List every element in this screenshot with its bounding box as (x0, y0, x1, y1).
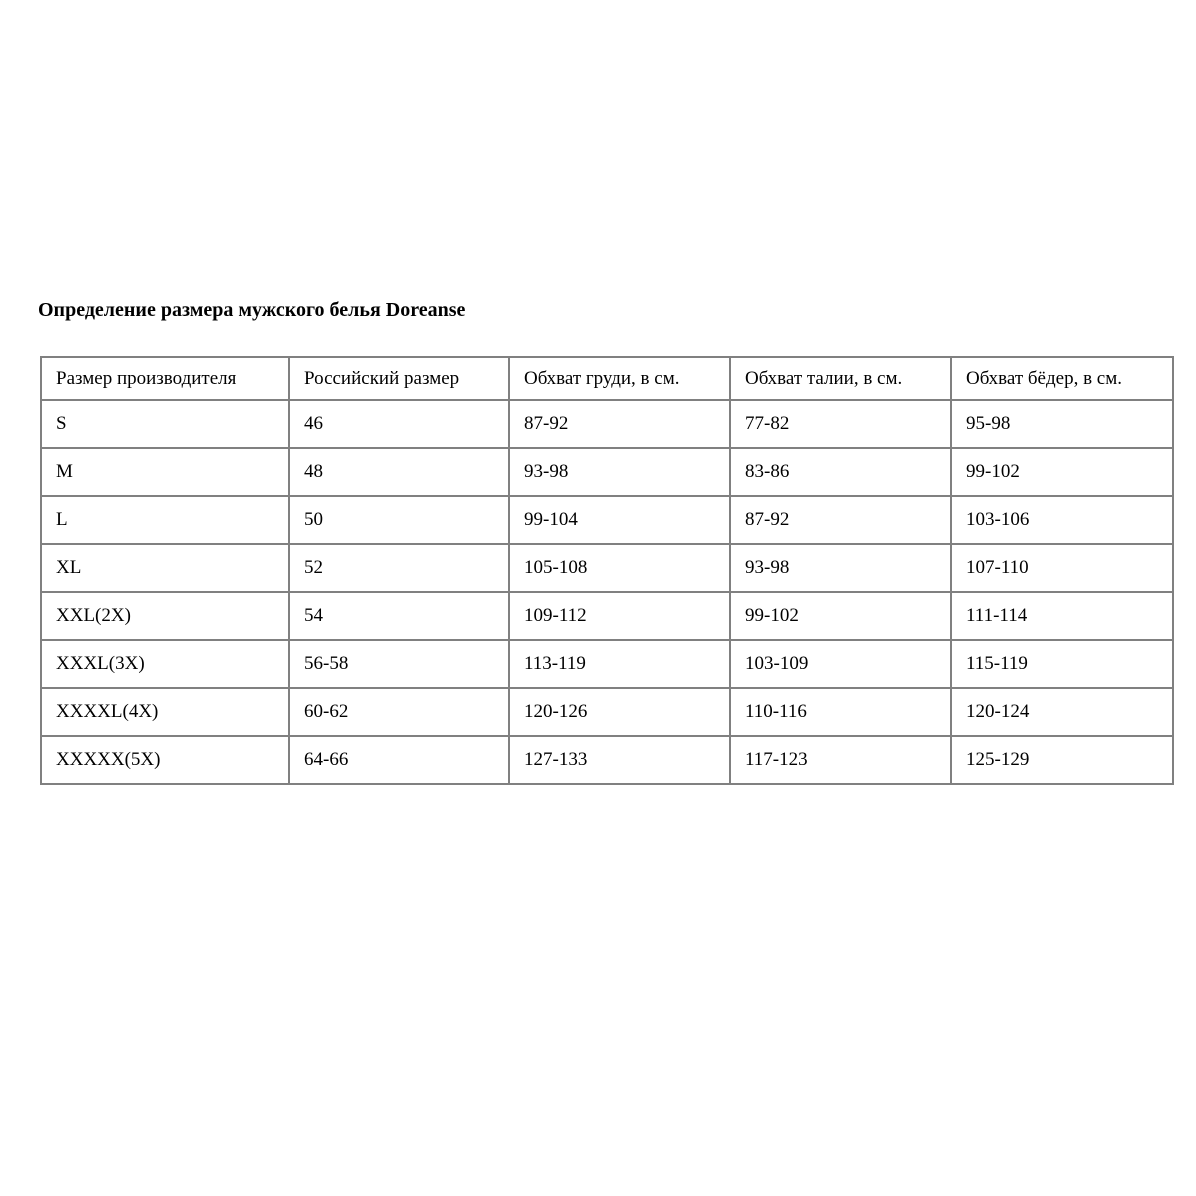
table-row: XXXXX(5X) 64-66 127-133 117-123 125-129 (40, 735, 1174, 785)
column-header: Обхват бёдер, в см. (950, 356, 1174, 401)
column-header: Российский размер (288, 356, 510, 401)
table-cell: 110-116 (729, 687, 952, 737)
table-cell: 48 (288, 447, 510, 497)
size-table-head: Размер производителя Российский размер Обх… (40, 356, 1174, 401)
column-header: Размер производителя (40, 356, 290, 401)
table-cell: 103-106 (950, 495, 1174, 545)
column-header: Обхват груди, в см. (508, 356, 731, 401)
table-cell: 95-98 (950, 399, 1174, 449)
table-cell: 99-102 (729, 591, 952, 641)
table-row: S 46 87-92 77-82 95-98 (40, 399, 1174, 449)
table-cell: 93-98 (508, 447, 731, 497)
table-cell: 60-62 (288, 687, 510, 737)
size-table-body: S 46 87-92 77-82 95-98 M 48 93-98 83-86 99-102 L 50… (40, 399, 1174, 785)
table-cell: XL (40, 543, 290, 593)
table-cell: 120-124 (950, 687, 1174, 737)
table-cell: L (40, 495, 290, 545)
table-cell: 117-123 (729, 735, 952, 785)
table-cell: 50 (288, 495, 510, 545)
table-cell: 125-129 (950, 735, 1174, 785)
table-cell: 127-133 (508, 735, 731, 785)
table-cell: M (40, 447, 290, 497)
table-cell: 87-92 (729, 495, 952, 545)
table-cell: 54 (288, 591, 510, 641)
table-cell: S (40, 399, 290, 449)
table-cell: 46 (288, 399, 510, 449)
table-cell: 64-66 (288, 735, 510, 785)
table-cell: 56-58 (288, 639, 510, 689)
table-cell: 103-109 (729, 639, 952, 689)
table-cell: XXL(2X) (40, 591, 290, 641)
table-cell: 99-104 (508, 495, 731, 545)
header-row: Размер производителя Российский размер Обх… (40, 356, 1174, 401)
table-cell: 52 (288, 543, 510, 593)
table-row: M 48 93-98 83-86 99-102 (40, 447, 1174, 497)
table-row: XXXXL(4X) 60-62 120-126 110-116 120-124 (40, 687, 1174, 737)
table-cell: 113-119 (508, 639, 731, 689)
table-cell: 87-92 (508, 399, 731, 449)
table-cell: 99-102 (950, 447, 1174, 497)
table-cell: 109-112 (508, 591, 731, 641)
table-cell: XXXXL(4X) (40, 687, 290, 737)
table-cell: 77-82 (729, 399, 952, 449)
size-table: Размер производителя Российский размер Обх… (40, 356, 1174, 785)
table-cell: 120-126 (508, 687, 731, 737)
table-cell: 107-110 (950, 543, 1174, 593)
table-cell: 105-108 (508, 543, 731, 593)
page-title: Определение размера мужского белья Dorea… (38, 299, 466, 321)
table-row: L 50 99-104 87-92 103-106 (40, 495, 1174, 545)
table-cell: 115-119 (950, 639, 1174, 689)
table-row: XXXL(3X) 56-58 113-119 103-109 115-119 (40, 639, 1174, 689)
table-cell: 83-86 (729, 447, 952, 497)
table-cell: XXXL(3X) (40, 639, 290, 689)
column-header: Обхват талии, в см. (729, 356, 952, 401)
table-cell: XXXXX(5X) (40, 735, 290, 785)
table-row: XXL(2X) 54 109-112 99-102 111-114 (40, 591, 1174, 641)
table-cell: 93-98 (729, 543, 952, 593)
table-cell: 111-114 (950, 591, 1174, 641)
table-row: XL 52 105-108 93-98 107-110 (40, 543, 1174, 593)
